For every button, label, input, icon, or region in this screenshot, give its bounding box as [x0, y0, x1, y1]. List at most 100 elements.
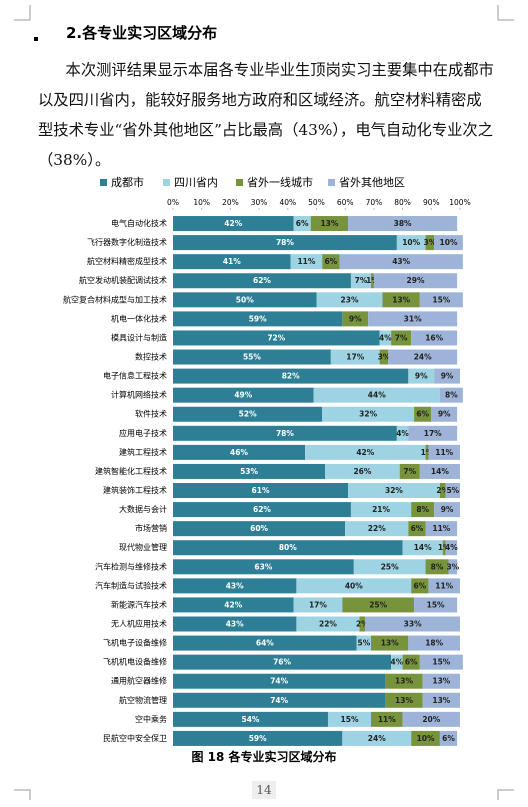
bar-segment	[290, 254, 323, 270]
data-label: 29%	[407, 276, 425, 285]
data-label: 80%	[279, 543, 297, 552]
data-label: 59%	[249, 734, 267, 743]
data-label: 42%	[356, 448, 374, 457]
bar-segment	[173, 711, 328, 727]
data-label: 78%	[276, 429, 294, 438]
data-label: 9%	[349, 314, 362, 323]
data-label: 41%	[223, 257, 241, 266]
data-label: 8%	[431, 562, 444, 571]
bar-segment	[173, 273, 351, 289]
legend-label: 省外其他地区	[339, 176, 405, 189]
bar-segment	[173, 654, 392, 670]
data-label: 25%	[369, 600, 387, 609]
data-label: 13%	[432, 696, 450, 705]
bar-segment	[373, 273, 458, 289]
bar-segment	[379, 349, 389, 365]
bar-segment	[402, 711, 460, 727]
bar-segment	[371, 273, 374, 289]
bar-segment	[411, 730, 440, 746]
x-tick-label: 10%	[193, 198, 210, 207]
data-label: 55%	[243, 353, 261, 362]
bar-segment	[305, 444, 426, 460]
bar-segment	[348, 483, 440, 499]
bar-segment	[322, 254, 340, 270]
bar-segment	[425, 444, 429, 460]
x-tick-label: 90%	[423, 198, 440, 207]
data-label: 10%	[440, 238, 458, 247]
category-label: 数控技术	[135, 352, 167, 362]
bar-segment	[173, 540, 403, 556]
bar-segment	[173, 578, 297, 594]
bar-segment	[428, 444, 460, 460]
data-label: 74%	[270, 696, 288, 705]
data-label: 3%	[446, 562, 459, 571]
bar-segment	[431, 406, 458, 422]
data-label: 52%	[239, 410, 257, 419]
data-label: 16%	[425, 333, 443, 342]
bar-segment	[173, 235, 397, 251]
x-tick-label: 30%	[251, 198, 268, 207]
category-label: 汽车制造与试验技术	[95, 580, 167, 590]
category-label: 建筑智能化工程技术	[95, 466, 167, 476]
data-label: 13%	[432, 677, 450, 686]
bar-segment	[419, 654, 463, 670]
data-label: 17%	[346, 353, 364, 362]
bar-segment	[408, 635, 460, 651]
corner-mark	[14, 5, 31, 21]
bar-segment	[316, 292, 383, 308]
data-label: 43%	[392, 257, 410, 266]
data-label: 7%	[395, 333, 408, 342]
bar-segment	[173, 349, 331, 365]
data-label: 2%	[356, 620, 369, 629]
data-label: 11%	[435, 448, 453, 457]
category-label: 计算机网络技术	[111, 390, 167, 400]
bar-segment	[173, 292, 317, 308]
page-number-box	[252, 781, 276, 799]
x-tick-label: 40%	[279, 198, 296, 207]
bar-segment	[411, 578, 429, 594]
data-label: 6%	[324, 257, 337, 266]
data-label: 46%	[230, 448, 248, 457]
data-label: 54%	[242, 715, 260, 724]
x-tick-label: 60%	[337, 198, 354, 207]
bar-segment	[422, 673, 460, 689]
data-label: 21%	[372, 505, 390, 514]
bar-segment	[391, 330, 412, 346]
corner-mark	[497, 5, 514, 21]
bar-segment	[434, 368, 460, 384]
bar-segment	[173, 444, 306, 460]
category-label: 航空材料精密成型技术	[87, 256, 167, 266]
bar-segment	[388, 349, 458, 365]
bar-segment	[173, 559, 354, 575]
x-tick-label: 0%	[167, 198, 179, 207]
data-label: 13%	[395, 696, 413, 705]
data-label: 6%	[405, 658, 418, 667]
bar-segment	[425, 235, 435, 251]
bar-segment	[173, 521, 346, 537]
bar-segment	[408, 425, 458, 441]
bar-segment	[348, 216, 458, 232]
heading: 2.各专业实习区域分布	[66, 24, 218, 42]
bar-segment	[442, 540, 446, 556]
category-label: 航空物流管理	[119, 695, 167, 705]
category-label: 机电一体化技术	[111, 313, 167, 323]
data-label: 8%	[445, 391, 458, 400]
bar-segment	[339, 254, 463, 270]
data-label: 13%	[381, 639, 399, 648]
data-label: 22%	[319, 620, 337, 629]
data-label: 14%	[431, 467, 449, 476]
bar-segment	[434, 502, 460, 518]
bar-segment	[439, 483, 446, 499]
data-label: 59%	[249, 314, 267, 323]
bar-segment	[439, 387, 463, 403]
bar-segment	[419, 292, 463, 308]
bar-segment	[342, 730, 412, 746]
data-label: 9%	[438, 410, 451, 419]
data-label: 63%	[254, 562, 272, 571]
data-label: 72%	[267, 333, 285, 342]
data-label: 10%	[402, 238, 420, 247]
data-label: 33%	[404, 620, 422, 629]
bar-segment	[353, 559, 426, 575]
data-label: 42%	[224, 219, 242, 228]
